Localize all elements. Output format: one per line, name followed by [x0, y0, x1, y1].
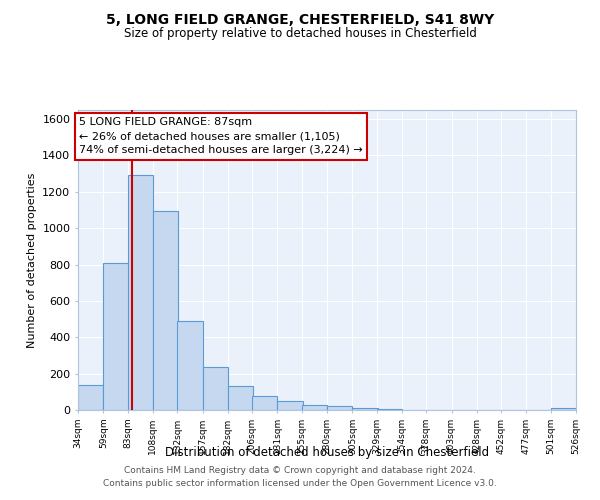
Text: 5, LONG FIELD GRANGE, CHESTERFIELD, S41 8WY: 5, LONG FIELD GRANGE, CHESTERFIELD, S41 …: [106, 12, 494, 26]
Bar: [228, 386, 253, 410]
Text: Contains HM Land Registry data © Crown copyright and database right 2024.
Contai: Contains HM Land Registry data © Crown c…: [103, 466, 497, 487]
Bar: [352, 408, 377, 410]
Y-axis label: Number of detached properties: Number of detached properties: [26, 172, 37, 348]
Bar: [128, 174, 153, 410]
Bar: [551, 408, 576, 410]
Bar: [277, 401, 303, 410]
Bar: [377, 409, 402, 410]
Bar: [327, 406, 352, 410]
Bar: [177, 321, 203, 410]
Text: Size of property relative to detached houses in Chesterfield: Size of property relative to detached ho…: [124, 28, 476, 40]
Bar: [302, 404, 327, 410]
Bar: [103, 262, 128, 410]
Bar: [153, 211, 178, 410]
Text: Distribution of detached houses by size in Chesterfield: Distribution of detached houses by size …: [165, 446, 489, 459]
Bar: [203, 368, 228, 410]
Bar: [252, 396, 277, 410]
Bar: [78, 384, 103, 410]
Text: 5 LONG FIELD GRANGE: 87sqm
← 26% of detached houses are smaller (1,105)
74% of s: 5 LONG FIELD GRANGE: 87sqm ← 26% of deta…: [79, 118, 363, 156]
